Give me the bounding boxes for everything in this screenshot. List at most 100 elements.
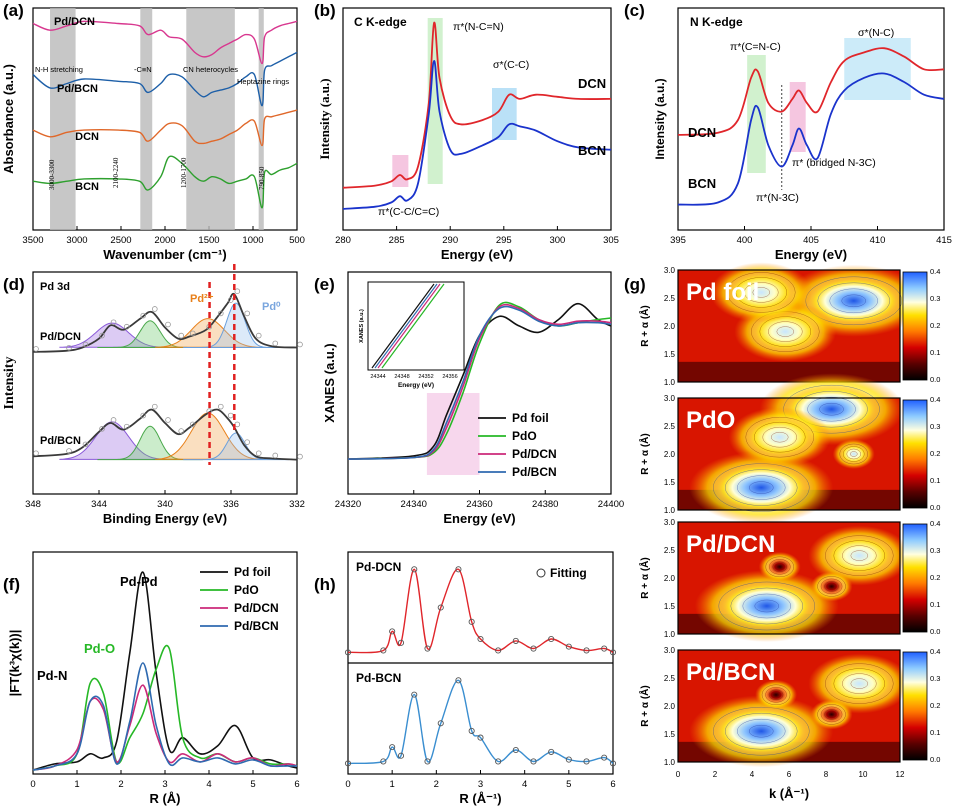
- xps-data-point: [218, 310, 224, 317]
- data-point: [530, 758, 537, 765]
- band-label: CN heterocycles: [183, 65, 238, 74]
- xps-data-point: [189, 330, 196, 337]
- panel-letter: (g): [624, 275, 646, 294]
- colorbar: [902, 523, 928, 633]
- inset-curve: [371, 283, 435, 369]
- contour-line: [820, 706, 843, 723]
- y-axis-label: Absorbance (a.u.): [1, 64, 16, 174]
- contour-line: [833, 540, 885, 571]
- x-tick-label: 0: [345, 779, 350, 790]
- panel-f: 0 1 2 3 4 5 6 R (Å) |FT(k³χ(k))| Pd foil PdO Pd/DCN…: [7, 551, 300, 806]
- x-tick-label: 5: [566, 779, 571, 790]
- data-point: [455, 566, 462, 573]
- panel-letter: (c): [624, 1, 645, 20]
- xps-data-point: [66, 448, 72, 454]
- y-tick-label: 3.0: [664, 646, 676, 655]
- data-point: [468, 727, 475, 734]
- ftir-curve-Pd/BCN: [32, 51, 298, 107]
- xps-data-point: [152, 403, 158, 410]
- x-tick-label: 405: [803, 235, 819, 246]
- x-tick-label: 300: [549, 235, 565, 246]
- xps-data-point: [244, 439, 251, 445]
- inset-tick-label: 24356: [442, 374, 457, 380]
- map-lobe: [713, 707, 810, 756]
- y-axis-label: R + α (Å): [638, 557, 651, 598]
- x-tick-label: 348: [25, 499, 41, 510]
- map-lobe: [727, 272, 796, 313]
- colorbar-tick-label: 0.3: [930, 546, 940, 555]
- colorbar-tick-label: 0.4: [930, 519, 940, 528]
- x-tick-label: 1: [74, 779, 79, 790]
- xps-data-point: [140, 312, 147, 319]
- contour-line: [765, 687, 787, 703]
- band-label: Heptazine rings: [237, 77, 289, 86]
- contour-line: [730, 587, 803, 625]
- chart-title: C K-edge: [354, 15, 407, 29]
- data-point: [389, 744, 396, 751]
- data-point: [437, 604, 444, 611]
- colorbar-tick-label: 0.0: [930, 627, 940, 636]
- x-tick-label: 8: [824, 770, 829, 779]
- legend-label: Pd/DCN: [512, 447, 557, 461]
- xps-data-point: [140, 412, 147, 419]
- x-tick-label: 395: [670, 235, 686, 246]
- peak-annotation: Pd-O: [84, 641, 115, 656]
- xps-data-point: [178, 428, 185, 434]
- y-tick-label: 1.5: [664, 730, 676, 739]
- data-point: [601, 754, 608, 761]
- legend-label: PdO: [234, 583, 259, 597]
- colorbar-tick-label: 0.0: [930, 755, 940, 764]
- fit-curve-Pd-BCN: [347, 679, 614, 765]
- map-lobe: [825, 535, 894, 576]
- legend-label: Pd/BCN: [512, 465, 557, 479]
- contour-line: [850, 678, 868, 689]
- series-label: Pd/BCN: [40, 435, 81, 447]
- data-point: [477, 734, 484, 741]
- peak-annotation: π*(N-C=N): [453, 21, 504, 33]
- xps-data-point: [99, 332, 105, 339]
- colorbar-tick-label: 0.2: [930, 321, 940, 330]
- colorbar: [902, 271, 928, 381]
- y-tick-label: 2.0: [664, 450, 676, 459]
- inset-curve: [374, 283, 438, 369]
- y-tick-label: 1.0: [664, 506, 676, 515]
- x-tick-label: 400: [737, 235, 753, 246]
- x-axis-label: Wavenumber (cm⁻¹): [103, 247, 226, 262]
- inset-tick-label: 24348: [394, 374, 409, 380]
- contour-line: [713, 707, 810, 756]
- colorbar-tick-label: 0.3: [930, 294, 940, 303]
- data-point: [411, 566, 418, 573]
- legend-marker: [536, 568, 546, 578]
- x-tick-label: 10: [859, 770, 868, 779]
- x-tick-label: 332: [289, 499, 305, 510]
- contour-line: [776, 564, 784, 570]
- panel-h: 0 1 2 3 4 5 6 R (Å⁻¹) Pd-DCN Pd-BCN Fitting: [344, 551, 617, 806]
- contour-line: [819, 403, 844, 416]
- colorbar-tick-label: 0.4: [930, 395, 940, 404]
- legend-label: PdO: [512, 429, 537, 443]
- map-label: PdO: [686, 407, 735, 434]
- data-point: [609, 760, 617, 767]
- contour-line: [745, 417, 814, 458]
- x-tick-label: 3: [478, 779, 483, 790]
- contour-line: [762, 427, 797, 448]
- xanes-curve-BCN: [342, 59, 612, 210]
- contour-line: [761, 684, 791, 705]
- y-tick-label: 1.5: [664, 478, 676, 487]
- colorbar-tick-label: 0.0: [930, 503, 940, 512]
- peak-shade: [789, 82, 806, 152]
- colorbar-tick-label: 0.1: [930, 348, 940, 357]
- x-axis-label: k (Å⁻¹): [769, 786, 809, 801]
- x-tick-label: 2000: [154, 235, 175, 246]
- xps-data-point: [234, 288, 241, 295]
- peak-annotation: σ*(C-C): [493, 59, 529, 71]
- panel-letter: (d): [3, 275, 25, 294]
- data-point: [548, 748, 555, 755]
- inset-frame: [367, 281, 465, 371]
- colorbar-tick-label: 0.1: [930, 728, 940, 737]
- y-tick-label: 2.0: [664, 702, 676, 711]
- wavelet-map-PdO: PdO 1.0 1.5 2.0 2.5 3.0 R + α (Å) 0.0 0.1 0.2 0.3 0…: [638, 373, 940, 524]
- colorbar-tick-label: 0.1: [930, 476, 940, 485]
- panel-letter: (h): [314, 575, 336, 594]
- y-tick-label: 2.0: [664, 574, 676, 583]
